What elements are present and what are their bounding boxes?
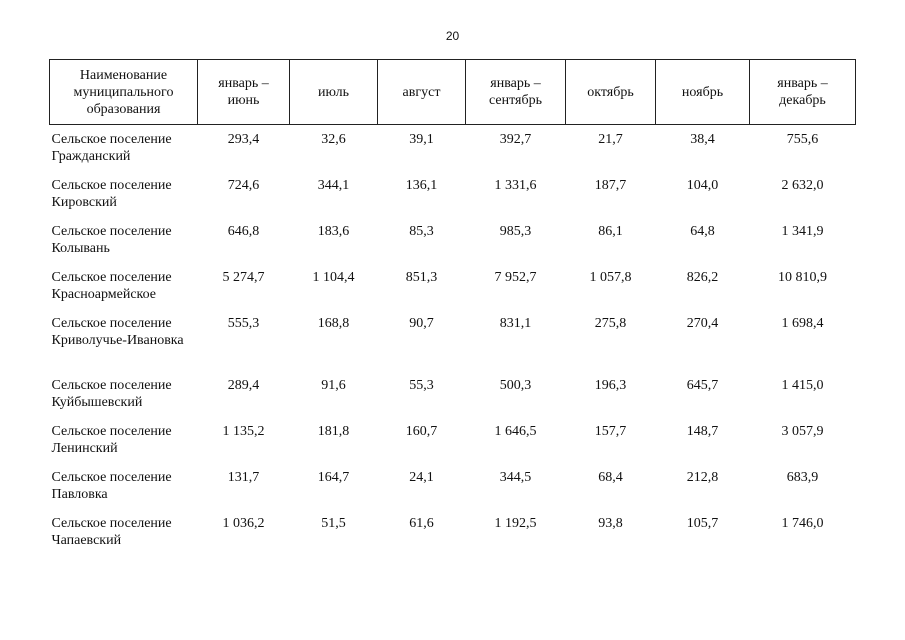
municipality-name-cell: Сельское поселение Гражданский — [51, 132, 172, 164]
header-november: ноябрь — [655, 59, 750, 125]
value-cell: 293,4 — [227, 132, 260, 147]
value-cell: 1 331,6 — [494, 177, 537, 193]
header-october: октябрь — [565, 59, 656, 125]
municipality-name-cell: Сельское поселение Красноармейское — [51, 269, 172, 302]
value-cell: 93,8 — [598, 515, 623, 531]
value-cell: 136,1 — [405, 177, 438, 193]
value-cell: 1 036,2 — [222, 515, 265, 531]
table-body: Сельское поселение Гражданский 293,4 32,6 3… — [50, 125, 856, 555]
value-cell: 344,1 — [317, 177, 350, 193]
value-cell: 270,4 — [686, 315, 719, 331]
value-cell: 105,7 — [686, 515, 719, 531]
value-cell: 1 698,4 — [781, 315, 824, 331]
value-cell: 645,7 — [686, 377, 719, 393]
value-cell: 500,3 — [499, 377, 532, 393]
table-row: Сельское поселение Колывань 646,8 183,6 85,… — [50, 217, 856, 263]
header-jan-sep: январь – сентябрь — [465, 59, 566, 125]
value-cell: 183,6 — [317, 223, 350, 239]
value-cell: 68,4 — [598, 469, 623, 485]
value-cell: 1 135,2 — [222, 423, 265, 439]
header-jan-jun: январь – июнь — [197, 59, 290, 125]
value-cell: 168,8 — [317, 315, 350, 331]
value-cell: 90,7 — [409, 315, 434, 331]
value-cell: 21,7 — [598, 132, 623, 147]
header-august: август — [377, 59, 466, 125]
municipality-name-cell: Сельское поселение Криволучье-Ивановка — [51, 315, 184, 348]
value-cell: 392,7 — [499, 132, 532, 147]
value-cell: 51,5 — [321, 515, 346, 531]
value-cell: 157,7 — [594, 423, 627, 439]
value-cell: 32,6 — [321, 132, 346, 147]
value-cell: 10 810,9 — [778, 269, 827, 285]
municipality-name-cell: Сельское поселение Колывань — [51, 223, 172, 256]
table-row: Сельское поселение Чапаевский 1 036,2 51,5… — [50, 509, 856, 555]
page-number: 20 — [445, 29, 460, 43]
value-cell: 2 632,0 — [781, 177, 824, 193]
value-cell: 164,7 — [317, 469, 350, 485]
value-cell: 1 341,9 — [781, 223, 824, 239]
header-municipality: Наименование муниципального образования — [49, 59, 198, 125]
municipality-name-cell: Сельское поселение Куйбышевский — [51, 377, 172, 410]
table-row: Сельское поселение Криволучье-Ивановка 55… — [50, 309, 856, 371]
value-cell: 275,8 — [594, 315, 627, 331]
table-row: Сельское поселение Куйбышевский 289,4 91,6… — [50, 371, 856, 417]
table-row: Сельское поселение Ленинский 1 135,2 181,8… — [50, 417, 856, 463]
value-cell: 196,3 — [594, 377, 627, 393]
value-cell: 181,8 — [317, 423, 350, 439]
value-cell: 7 952,7 — [494, 269, 537, 285]
municipality-name-cell: Сельское поселение Чапаевский — [51, 515, 172, 548]
header-jan-dec: январь – декабрь — [749, 59, 856, 125]
value-cell: 1 646,5 — [494, 423, 537, 439]
table-row: Сельское поселение Павловка 131,7 164,7 24,… — [50, 463, 856, 509]
value-cell: 1 104,4 — [312, 269, 355, 285]
table-header-row: Наименование муниципального образования … — [49, 59, 856, 125]
value-cell: 724,6 — [227, 177, 260, 193]
value-cell: 38,4 — [690, 132, 715, 147]
value-cell: 683,9 — [786, 469, 819, 485]
table-row: Сельское поселение Гражданский 293,4 32,6 3… — [50, 125, 856, 171]
value-cell: 85,3 — [409, 223, 434, 239]
value-cell: 985,3 — [499, 223, 532, 239]
value-cell: 289,4 — [227, 377, 260, 393]
table-row: Сельское поселение Кировский 724,6 344,1 13… — [50, 171, 856, 217]
value-cell: 851,3 — [405, 269, 438, 285]
value-cell: 131,7 — [227, 469, 260, 485]
value-cell: 39,1 — [409, 132, 434, 147]
value-cell: 1 192,5 — [494, 515, 537, 531]
value-cell: 1 057,8 — [589, 269, 632, 285]
value-cell: 61,6 — [409, 515, 434, 531]
value-cell: 1 415,0 — [781, 377, 824, 393]
value-cell: 24,1 — [409, 469, 434, 485]
value-cell: 1 746,0 — [781, 515, 824, 531]
value-cell: 55,3 — [409, 377, 434, 393]
municipality-name-cell: Сельское поселение Ленинский — [51, 423, 172, 456]
value-cell: 555,3 — [227, 315, 260, 331]
municipality-name-cell: Сельское поселение Павловка — [51, 469, 172, 502]
value-cell: 104,0 — [686, 177, 719, 193]
value-cell: 755,6 — [786, 132, 819, 147]
value-cell: 91,6 — [321, 377, 346, 393]
value-cell: 826,2 — [686, 269, 719, 285]
value-cell: 344,5 — [499, 469, 532, 485]
value-cell: 160,7 — [405, 423, 438, 439]
value-cell: 212,8 — [686, 469, 719, 485]
header-july: июль — [289, 59, 378, 125]
value-cell: 64,8 — [690, 223, 715, 239]
value-cell: 86,1 — [598, 223, 623, 239]
value-cell: 831,1 — [499, 315, 532, 331]
municipal-budget-table: Наименование муниципального образования … — [49, 59, 856, 555]
value-cell: 187,7 — [594, 177, 627, 193]
value-cell: 646,8 — [227, 223, 260, 239]
value-cell: 5 274,7 — [222, 269, 265, 285]
value-cell: 148,7 — [686, 423, 719, 439]
value-cell: 3 057,9 — [781, 423, 824, 439]
table-row: Сельское поселение Красноармейское 5 274,… — [50, 263, 856, 309]
municipality-name-cell: Сельское поселение Кировский — [51, 177, 172, 210]
